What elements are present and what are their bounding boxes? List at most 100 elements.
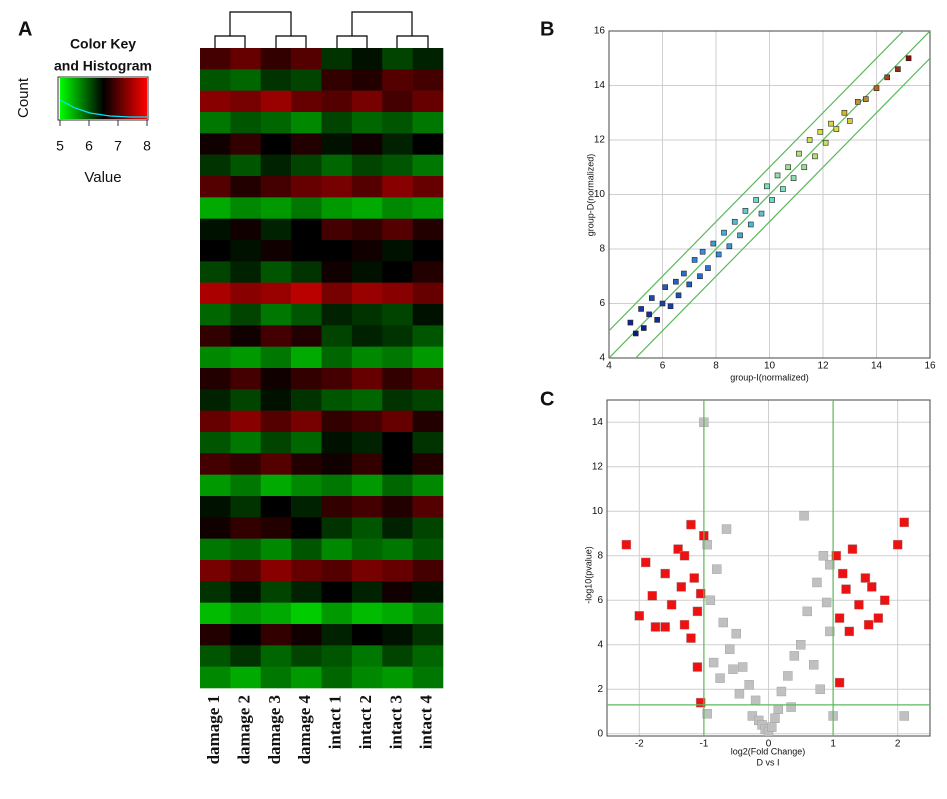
point	[750, 695, 761, 706]
point	[841, 109, 848, 116]
heatmap-cell	[351, 176, 383, 198]
heatmap-cell	[321, 368, 353, 390]
x-tick-label: 4	[606, 361, 612, 372]
heatmap-cell	[291, 346, 322, 369]
heatmap-cell	[291, 368, 322, 390]
heatmap-cell	[200, 48, 231, 70]
heatmap-cell	[230, 453, 262, 475]
point	[654, 317, 660, 323]
point	[854, 99, 861, 105]
color-key-frame	[57, 76, 149, 121]
heatmap-cell	[412, 90, 444, 113]
heatmap-cell	[291, 90, 322, 113]
fold-line	[634, 57, 930, 358]
point	[660, 622, 670, 632]
point	[863, 620, 874, 630]
heatmap-cell	[382, 389, 413, 411]
heatmap-cell	[291, 389, 322, 411]
heatmap-cell	[321, 453, 353, 475]
point	[796, 640, 806, 650]
point	[695, 588, 706, 599]
heatmap-cell	[351, 474, 383, 497]
heatmap-cell	[260, 538, 292, 561]
heatmap-cell	[200, 133, 231, 155]
heatmap-cell	[351, 453, 383, 475]
heatmap-cell	[321, 240, 353, 262]
heatmap-cell	[291, 304, 322, 326]
point	[821, 597, 832, 608]
point	[873, 613, 884, 623]
heatmap-cell	[291, 197, 322, 219]
point	[691, 257, 698, 263]
point	[801, 164, 808, 171]
column-label: damage 2	[234, 695, 253, 764]
heatmap-cell	[200, 154, 231, 177]
heatmap-cell	[260, 389, 292, 411]
point	[790, 175, 797, 181]
heatmap-cell	[321, 538, 353, 561]
point	[676, 582, 686, 592]
point	[770, 713, 780, 723]
heatmap-cell	[321, 624, 353, 646]
heatmap-cell	[230, 538, 262, 561]
point	[796, 150, 802, 157]
y-tick-label: 2	[597, 684, 603, 695]
heatmap-cell	[382, 624, 413, 646]
point	[758, 210, 765, 217]
heatmap-cell	[412, 624, 444, 646]
heatmap-cell	[200, 496, 231, 518]
column-label: intact 2	[356, 695, 375, 749]
point	[828, 120, 834, 127]
heatmap-cell	[382, 432, 413, 454]
heatmap-cell	[291, 325, 322, 347]
y-tick-label: 6	[599, 298, 605, 309]
point	[641, 557, 651, 568]
point	[802, 606, 812, 617]
point	[786, 702, 796, 712]
heatmap-cell	[382, 304, 413, 326]
heatmap-cell	[260, 240, 292, 262]
heatmap-cell	[412, 240, 444, 262]
heatmap-cell	[260, 560, 292, 582]
heatmap-cell	[291, 538, 322, 561]
heatmap-cell	[321, 602, 353, 625]
point	[692, 662, 703, 672]
point	[737, 662, 748, 672]
y-tick-label: 4	[597, 639, 603, 650]
heatmap-cell	[351, 240, 383, 262]
point	[648, 295, 655, 301]
heatmap-cell	[351, 218, 383, 241]
column-label: damage 4	[295, 695, 314, 765]
heatmap-cell	[200, 69, 231, 91]
heatmap-cell	[260, 197, 292, 219]
heatmap-cell	[291, 666, 322, 689]
point	[884, 74, 891, 81]
heatmap-cell	[200, 645, 231, 667]
heatmap-cell	[321, 410, 353, 433]
heatmap-cell	[382, 133, 413, 155]
point	[715, 251, 722, 258]
panel-label: B	[540, 18, 554, 40]
point	[818, 551, 829, 561]
point	[838, 568, 848, 579]
heatmap-cell	[230, 304, 262, 326]
heatmap-cell	[412, 496, 444, 518]
heatmap-cell	[200, 325, 231, 347]
heatmap-cell	[412, 48, 444, 70]
point	[834, 613, 845, 623]
point	[721, 524, 732, 534]
key-tick-label: 8	[143, 138, 151, 154]
heatmap-cell	[382, 218, 413, 241]
plot-frame	[608, 30, 931, 359]
key-xlabel: Value	[84, 169, 121, 186]
x-axis-label-2: D vs I	[756, 757, 779, 767]
y-tick-label: 10	[592, 506, 604, 517]
y-tick-label: 14	[592, 417, 604, 428]
point	[646, 311, 652, 318]
point	[873, 85, 880, 92]
heatmap-cell	[260, 474, 292, 497]
heatmap-cell	[382, 666, 413, 689]
heatmap-cell	[412, 453, 444, 475]
point	[815, 684, 825, 694]
heatmap-cell	[291, 581, 322, 603]
